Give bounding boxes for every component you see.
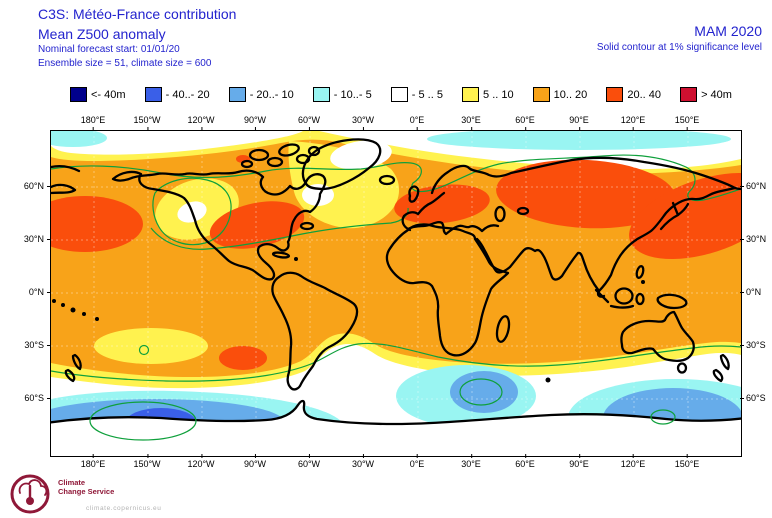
- season-label: MAM 2020: [694, 23, 762, 39]
- x-axis-label-bottom: 0°E: [409, 454, 425, 469]
- legend-swatch: [390, 87, 408, 102]
- x-axis-label-bottom: 120°W: [187, 454, 215, 469]
- x-axis-label-bottom: 180°E: [80, 454, 106, 469]
- legend-swatch: [532, 87, 550, 102]
- legend-swatch: [144, 87, 162, 102]
- legend-item: - 20..- 10: [228, 87, 294, 102]
- y-axis-label-left: 60°S: [0, 393, 51, 403]
- legend-label: - 40..- 20: [165, 88, 210, 101]
- legend-item: 20.. 40: [606, 87, 661, 102]
- x-axis-label-top: 0°E: [409, 115, 425, 131]
- legend-label: 10.. 20: [553, 88, 588, 101]
- y-axis-label-left: 60°N: [0, 181, 51, 191]
- forecast-start-note: Nominal forecast start: 01/01/20: [38, 44, 180, 55]
- c3s-logo: Climate Change Service climate.copernicu…: [8, 471, 268, 517]
- logo-climate-label: Climate: [58, 478, 86, 487]
- x-axis-label-bottom: 150°W: [133, 454, 161, 469]
- legend-item: - 40..- 20: [144, 87, 210, 102]
- legend-label: <- 40m: [91, 88, 126, 101]
- x-axis-label-top: 120°W: [187, 115, 215, 131]
- legend-item: 10.. 20: [532, 87, 588, 102]
- legend-label: 20.. 40: [627, 88, 661, 101]
- small-island-dot: [545, 377, 551, 383]
- significance-contours: [51, 154, 741, 441]
- color-legend: <- 40m - 40..- 20 - 20..- 10 - 10..- 5 - 5 .…: [70, 87, 732, 102]
- antarctica-coast: [51, 399, 741, 456]
- x-axis-label-bottom: 30°W: [351, 454, 375, 469]
- world-map-svg: [51, 131, 741, 456]
- x-axis-label-top: 90°E: [569, 115, 589, 131]
- y-axis-label-left: 0°N: [0, 287, 51, 297]
- logo-url: climate.copernicus.eu: [86, 505, 162, 512]
- legend-item: - 5 .. 5: [390, 87, 443, 102]
- x-axis-label-top: 60°E: [515, 115, 535, 131]
- logo-service-label: Change Service: [58, 487, 115, 496]
- x-axis-label-top: 30°E: [461, 115, 481, 131]
- legend-swatch: [462, 87, 480, 102]
- x-axis-label-top: 60°W: [297, 115, 321, 131]
- x-axis-label-bottom: 120°E: [620, 454, 646, 469]
- x-axis-label-top: 150°E: [674, 115, 700, 131]
- legend-item: 5 .. 10: [462, 87, 514, 102]
- x-axis-label-bottom: 60°W: [297, 454, 321, 469]
- legend-item: - 10..- 5: [312, 87, 372, 102]
- legend-swatch: [70, 87, 87, 102]
- x-axis-label-top: 150°W: [133, 115, 161, 131]
- legend-label: - 20..- 10: [249, 88, 294, 101]
- legend-swatch: [680, 87, 698, 102]
- x-axis-label-top: 120°E: [620, 115, 646, 131]
- coastlines: [51, 138, 741, 391]
- legend-label: > 40m: [701, 88, 732, 101]
- legend-label: - 5 .. 5: [411, 88, 443, 101]
- map-frame: [50, 130, 742, 457]
- y-axis-label-left: 30°S: [0, 340, 51, 350]
- legend-item: <- 40m: [70, 87, 126, 102]
- x-axis-label-top: 90°W: [243, 115, 267, 131]
- legend-swatch: [606, 87, 624, 102]
- x-axis-label-bottom: 150°E: [674, 454, 700, 469]
- significance-note: Solid contour at 1% significance level: [596, 42, 762, 53]
- legend-label: - 10..- 5: [333, 88, 372, 101]
- legend-swatch: [228, 87, 246, 102]
- x-axis-label-top: 180°E: [80, 115, 106, 131]
- y-axis-label-right: 60°S: [740, 393, 766, 403]
- ensemble-size-note: Ensemble size = 51, climate size = 600: [38, 58, 212, 69]
- x-axis-label-bottom: 30°E: [461, 454, 481, 469]
- y-axis-label-left: 30°N: [0, 234, 51, 244]
- x-axis-label-bottom: 90°W: [243, 454, 267, 469]
- figure-subtitle: Mean Z500 anomaly: [38, 26, 166, 42]
- legend-label: 5 .. 10: [483, 88, 514, 101]
- legend-item: > 40m: [680, 87, 732, 102]
- y-axis-label-right: 30°S: [740, 340, 766, 350]
- figure-title: C3S: Météo-France contribution: [38, 6, 237, 22]
- x-axis-label-bottom: 90°E: [569, 454, 589, 469]
- y-axis-label-right: 30°N: [739, 234, 767, 244]
- y-axis-label-right: 60°N: [739, 181, 767, 191]
- legend-swatch: [312, 87, 330, 102]
- y-axis-label-right: 0°N: [739, 287, 762, 297]
- x-axis-label-top: 30°W: [351, 115, 375, 131]
- copernicus-thermometer-icon: [10, 474, 50, 514]
- x-axis-label-bottom: 60°E: [515, 454, 535, 469]
